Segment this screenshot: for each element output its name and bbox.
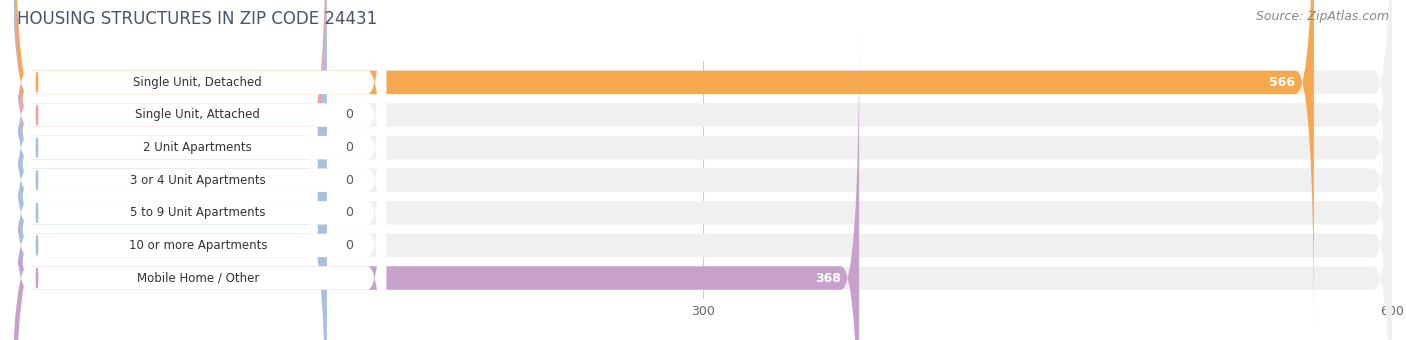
Text: Single Unit, Detached: Single Unit, Detached [134, 76, 262, 89]
FancyBboxPatch shape [14, 0, 326, 340]
Text: Single Unit, Attached: Single Unit, Attached [135, 108, 260, 121]
FancyBboxPatch shape [14, 29, 859, 340]
FancyBboxPatch shape [14, 0, 326, 340]
Text: 0: 0 [344, 174, 353, 187]
Text: 10 or more Apartments: 10 or more Apartments [128, 239, 267, 252]
Text: HOUSING STRUCTURES IN ZIP CODE 24431: HOUSING STRUCTURES IN ZIP CODE 24431 [17, 10, 377, 28]
FancyBboxPatch shape [14, 0, 1392, 340]
Text: 0: 0 [344, 141, 353, 154]
FancyBboxPatch shape [14, 0, 1392, 340]
FancyBboxPatch shape [14, 0, 1313, 332]
FancyBboxPatch shape [10, 0, 387, 340]
Text: 0: 0 [344, 206, 353, 219]
Text: 368: 368 [815, 272, 841, 285]
Text: 2 Unit Apartments: 2 Unit Apartments [143, 141, 252, 154]
FancyBboxPatch shape [14, 0, 326, 340]
FancyBboxPatch shape [14, 0, 326, 340]
FancyBboxPatch shape [14, 0, 1392, 340]
FancyBboxPatch shape [10, 0, 387, 340]
FancyBboxPatch shape [10, 0, 387, 340]
FancyBboxPatch shape [14, 0, 1392, 332]
FancyBboxPatch shape [10, 0, 387, 332]
FancyBboxPatch shape [14, 0, 1392, 340]
FancyBboxPatch shape [10, 0, 387, 340]
Text: 566: 566 [1270, 76, 1295, 89]
FancyBboxPatch shape [14, 29, 1392, 340]
FancyBboxPatch shape [14, 0, 1392, 340]
Text: 5 to 9 Unit Apartments: 5 to 9 Unit Apartments [129, 206, 266, 219]
Text: 0: 0 [344, 108, 353, 121]
FancyBboxPatch shape [10, 0, 387, 340]
FancyBboxPatch shape [10, 29, 387, 340]
FancyBboxPatch shape [14, 0, 326, 340]
Text: 0: 0 [344, 239, 353, 252]
Text: Mobile Home / Other: Mobile Home / Other [136, 272, 259, 285]
Text: 3 or 4 Unit Apartments: 3 or 4 Unit Apartments [129, 174, 266, 187]
Text: Source: ZipAtlas.com: Source: ZipAtlas.com [1256, 10, 1389, 23]
